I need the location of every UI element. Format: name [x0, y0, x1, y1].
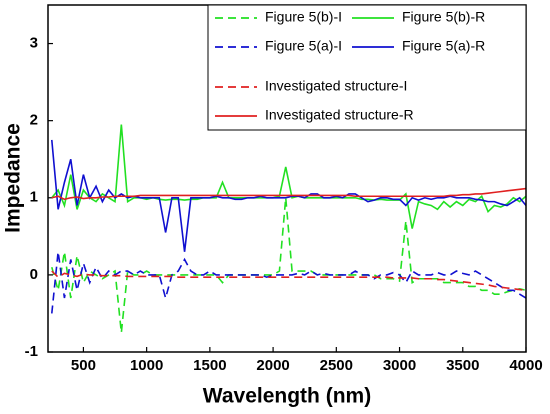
y-tick-label: -1	[25, 343, 38, 360]
y-tick-label: 1	[30, 189, 38, 206]
y-tick-label: 2	[30, 112, 38, 129]
legend-label: Figure 5(b)-I	[265, 9, 342, 25]
legend-label: Investigated structure-I	[265, 78, 407, 94]
x-axis-title: Wavelength (nm)	[203, 385, 371, 408]
x-tick-label: 3000	[383, 357, 416, 374]
x-tick-label: 500	[71, 357, 96, 374]
legend-label: Figure 5(a)-I	[265, 38, 342, 54]
legend-box	[207, 4, 527, 131]
series-line	[51, 270, 526, 292]
x-tick-label: 2000	[256, 357, 289, 374]
x-tick-label: 4000	[509, 357, 542, 374]
y-tick-label: 3	[30, 35, 38, 52]
x-tick-label: 3500	[446, 357, 479, 374]
plot-lines	[50, 124, 526, 333]
series-line	[50, 251, 526, 314]
legend-label: Figure 5(a)-R	[402, 38, 485, 54]
x-tick-label: 2500	[320, 357, 353, 374]
series-line	[51, 124, 526, 229]
legend-label: Investigated structure-R	[265, 107, 414, 123]
series-line	[51, 197, 526, 333]
legend-label: Figure 5(b)-R	[402, 9, 485, 25]
x-tick-label: 1000	[130, 357, 163, 374]
x-tick-label: 1500	[193, 357, 226, 374]
series-line	[51, 187, 526, 201]
y-tick-label: 0	[30, 266, 38, 283]
y-axis-title: Impedance	[2, 123, 25, 233]
